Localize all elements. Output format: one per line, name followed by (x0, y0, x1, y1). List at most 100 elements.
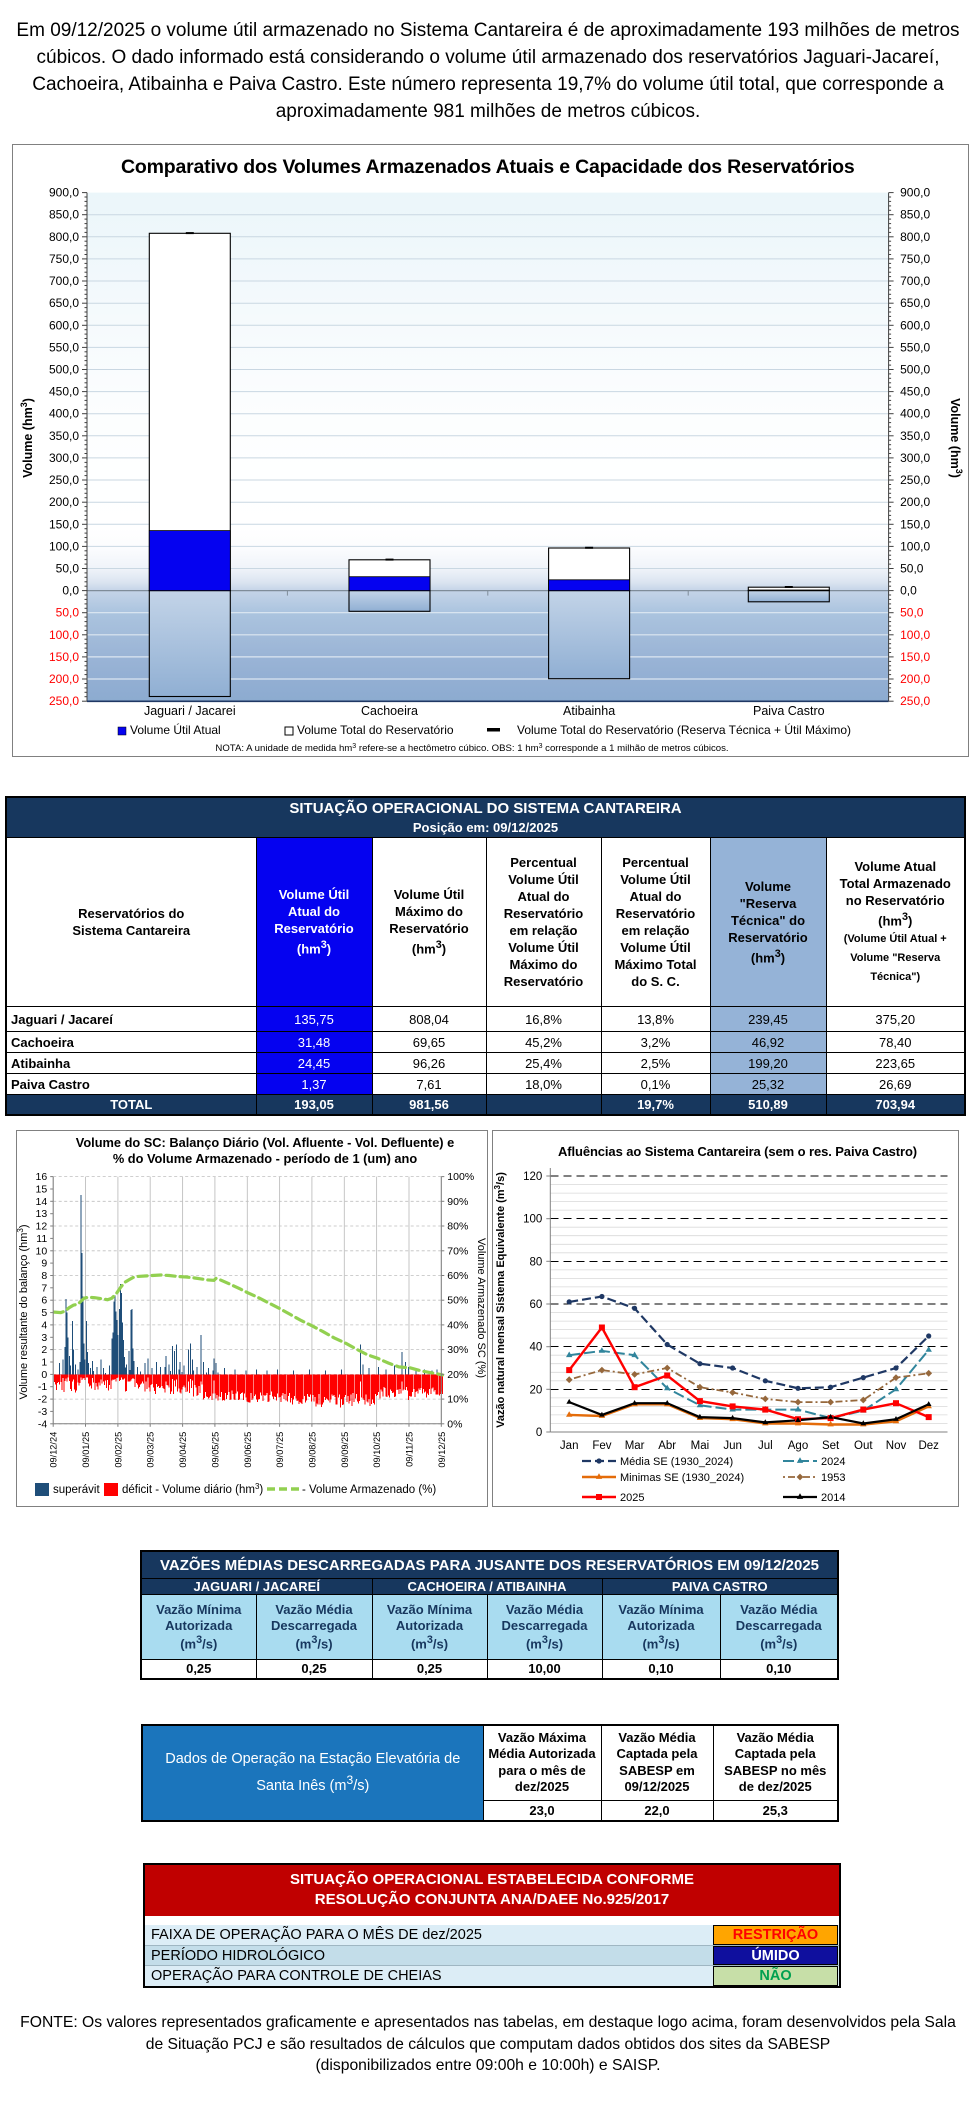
svg-text:150,0: 150,0 (49, 517, 79, 531)
svg-text:superávit: superávit (53, 1484, 100, 1496)
svg-text:50%: 50% (447, 1295, 468, 1307)
svg-text:500,0: 500,0 (49, 363, 79, 377)
svg-text:09/11/25: 09/11/25 (405, 1432, 415, 1467)
svg-text:Afluências ao Sistema Cantarei: Afluências ao Sistema Cantareira (sem o … (558, 1144, 917, 1159)
svg-text:600,0: 600,0 (49, 318, 79, 332)
svg-text:0,0: 0,0 (62, 584, 79, 598)
svg-text:-1: -1 (38, 1381, 47, 1393)
svg-text:11: 11 (36, 1233, 47, 1245)
svg-text:2025: 2025 (620, 1492, 644, 1504)
svg-text:Dez: Dez (918, 1440, 939, 1452)
svg-text:15: 15 (36, 1184, 48, 1196)
svg-text:60%: 60% (447, 1270, 468, 1282)
svg-text:70%: 70% (447, 1245, 468, 1257)
svg-text:200,0: 200,0 (49, 495, 79, 509)
svg-text:16: 16 (36, 1171, 48, 1183)
svg-text:Média SE (1930_2024): Média SE (1930_2024) (620, 1456, 733, 1468)
svg-text:09/09/25: 09/09/25 (340, 1432, 350, 1468)
svg-text:7: 7 (41, 1282, 47, 1294)
svg-text:250,0: 250,0 (900, 694, 930, 708)
svg-text:- Volume Armazenado (%): - Volume Armazenado (%) (302, 1484, 436, 1496)
svg-text:Jul: Jul (758, 1440, 773, 1452)
svg-text:09/07/25: 09/07/25 (275, 1432, 285, 1468)
svg-text:Nov: Nov (886, 1440, 907, 1452)
svg-text:250,0: 250,0 (49, 473, 79, 487)
svg-text:50,0: 50,0 (900, 562, 924, 576)
svg-text:700,0: 700,0 (900, 274, 930, 288)
svg-text:Volume resultante do balanço (: Volume resultante do balanço (hm3) (16, 1224, 30, 1399)
svg-text:Volume Total do Reservatório: Volume Total do Reservatório (297, 723, 454, 737)
svg-text:100,0: 100,0 (900, 539, 930, 553)
svg-text:déficit - Volume diário (hm3): déficit - Volume diário (hm3) (122, 1482, 263, 1497)
svg-text:350,0: 350,0 (900, 429, 930, 443)
svg-text:Volume Armazenado SC (%): Volume Armazenado SC (%) (475, 1238, 487, 1378)
svg-text:Volume Total do Reservatório (: Volume Total do Reservatório (Reserva Té… (517, 722, 851, 737)
svg-text:Mar: Mar (625, 1440, 645, 1452)
svg-text:450,0: 450,0 (900, 385, 930, 399)
svg-text:Set: Set (822, 1440, 840, 1452)
svg-text:200,0: 200,0 (49, 672, 79, 686)
svg-text:200,0: 200,0 (900, 672, 930, 686)
svg-text:Mai: Mai (691, 1440, 710, 1452)
svg-text:600,0: 600,0 (900, 318, 930, 332)
svg-text:Comparativo dos Volumes Armaze: Comparativo dos Volumes Armazenados Atua… (121, 156, 855, 178)
svg-text:100,0: 100,0 (49, 539, 79, 553)
svg-text:30%: 30% (447, 1344, 468, 1356)
svg-text:3: 3 (41, 1332, 47, 1344)
svg-text:400,0: 400,0 (900, 407, 930, 421)
svg-text:09/02/25: 09/02/25 (113, 1432, 123, 1468)
svg-text:850,0: 850,0 (900, 208, 930, 222)
svg-text:-3: -3 (38, 1406, 47, 1418)
svg-text:100: 100 (523, 1214, 542, 1226)
svg-text:8: 8 (41, 1270, 47, 1282)
svg-text:Volume (hm3): Volume (hm3) (19, 398, 35, 478)
svg-text:250,0: 250,0 (900, 473, 930, 487)
svg-text:14: 14 (36, 1196, 48, 1208)
svg-text:900,0: 900,0 (900, 186, 930, 200)
svg-text:-2: -2 (38, 1394, 47, 1406)
svg-text:Jun: Jun (723, 1440, 742, 1452)
svg-text:20%: 20% (447, 1369, 468, 1381)
svg-text:10%: 10% (447, 1394, 468, 1406)
svg-text:-4: -4 (38, 1418, 47, 1430)
svg-text:550,0: 550,0 (49, 340, 79, 354)
svg-text:09/04/25: 09/04/25 (178, 1432, 188, 1468)
svg-text:0%: 0% (447, 1418, 462, 1430)
svg-text:700,0: 700,0 (49, 274, 79, 288)
svg-text:500,0: 500,0 (900, 363, 930, 377)
svg-text:Out: Out (854, 1440, 873, 1452)
svg-text:350,0: 350,0 (49, 429, 79, 443)
svg-text:0,0: 0,0 (900, 584, 917, 598)
svg-text:40%: 40% (447, 1319, 468, 1331)
svg-text:800,0: 800,0 (900, 230, 930, 244)
svg-text:0: 0 (41, 1369, 47, 1381)
svg-text:5: 5 (41, 1307, 47, 1319)
svg-text:80%: 80% (447, 1221, 468, 1233)
svg-text:50,0: 50,0 (56, 606, 80, 620)
svg-text:Ago: Ago (788, 1440, 808, 1452)
svg-text:Vazão natural mensal Sistema: Vazão natural mensal Sistema Equivalente… (493, 1172, 508, 1428)
svg-text:1953: 1953 (821, 1472, 845, 1484)
svg-text:100,0: 100,0 (49, 628, 79, 642)
svg-text:Minimas SE (1930_2024): Minimas SE (1930_2024) (620, 1472, 744, 1484)
svg-text:650,0: 650,0 (49, 296, 79, 310)
svg-text:2024: 2024 (821, 1456, 845, 1468)
svg-text:Cachoeira: Cachoeira (361, 704, 418, 718)
svg-text:09/08/25: 09/08/25 (307, 1432, 317, 1468)
svg-text:550,0: 550,0 (900, 340, 930, 354)
svg-text:50,0: 50,0 (900, 606, 924, 620)
svg-text:750,0: 750,0 (49, 252, 79, 266)
svg-text:50,0: 50,0 (56, 562, 80, 576)
svg-text:300,0: 300,0 (900, 451, 930, 465)
svg-text:2: 2 (41, 1344, 47, 1356)
svg-text:1: 1 (41, 1357, 47, 1369)
svg-text:650,0: 650,0 (900, 296, 930, 310)
svg-text:Paiva Castro: Paiva Castro (753, 704, 825, 718)
svg-text:Volume (hm3): Volume (hm3) (948, 398, 964, 478)
svg-text:2014: 2014 (821, 1492, 845, 1504)
svg-text:850,0: 850,0 (49, 208, 79, 222)
svg-text:12: 12 (36, 1221, 48, 1233)
svg-text:750,0: 750,0 (900, 252, 930, 266)
svg-text:0: 0 (536, 1427, 542, 1439)
svg-text:09/03/25: 09/03/25 (146, 1432, 156, 1468)
